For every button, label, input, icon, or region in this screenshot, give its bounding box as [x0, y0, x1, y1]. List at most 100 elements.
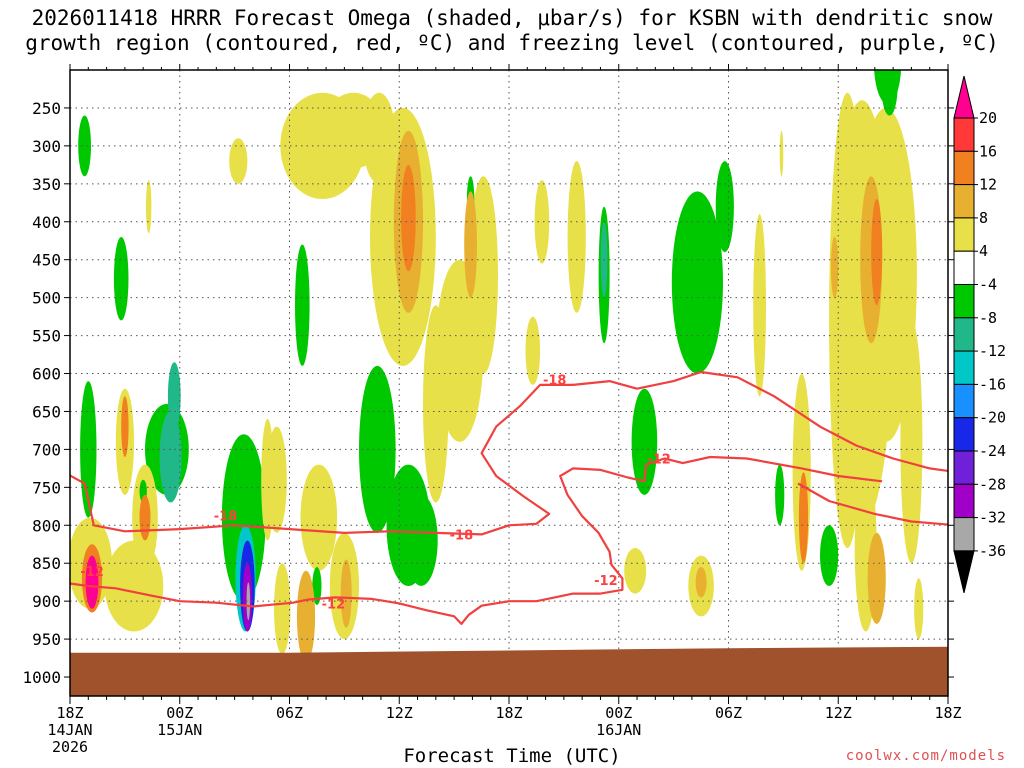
colorbar-label: -16 [979, 375, 1006, 393]
omega-region [900, 320, 923, 564]
omega-region [881, 70, 898, 116]
x-tick-date: 14JAN [47, 721, 92, 739]
colorbar-swatch [953, 417, 975, 452]
omega-region [534, 180, 550, 264]
x-tick-date: 16JAN [596, 721, 641, 739]
omega-region [261, 419, 274, 541]
omega-region [624, 548, 647, 594]
x-tick-label: 06Z [276, 704, 303, 722]
omega-region [274, 563, 291, 655]
colorbar-swatch [953, 450, 975, 485]
contour-label: -12 [594, 574, 618, 589]
y-tick-label: 1000 [22, 668, 61, 687]
colorbar-label: -8 [979, 309, 997, 327]
colorbar-label: 8 [979, 209, 988, 227]
colorbar-swatch [953, 284, 975, 319]
colorbar-label: 12 [979, 176, 997, 194]
y-tick-label: 250 [32, 99, 61, 118]
omega-region [359, 365, 396, 533]
x-tick-date: 15JAN [157, 721, 202, 739]
omega-region [121, 396, 129, 457]
x-tick-label: 18Z [495, 704, 522, 722]
terrain-ground [70, 646, 948, 696]
omega-region [139, 494, 151, 541]
omega-region [295, 244, 310, 366]
colorbar-swatch [953, 184, 975, 219]
y-tick-label: 400 [32, 213, 61, 232]
omega-region [159, 411, 182, 503]
dgz-contour-line [70, 455, 883, 625]
y-tick-label: 700 [32, 440, 61, 459]
omega-region [779, 130, 784, 177]
x-axis-label: Forecast Time (UTC) [403, 745, 621, 767]
y-tick-label: 900 [32, 592, 61, 611]
x-tick-label: 12Z [825, 704, 852, 722]
colorbar-swatch [953, 75, 975, 119]
x-tick-label: 00Z [166, 704, 193, 722]
y-tick-label: 750 [32, 478, 61, 497]
omega-region [715, 161, 734, 253]
y-tick-label: 450 [32, 251, 61, 270]
y-tick-label: 350 [32, 175, 61, 194]
omega-region [146, 180, 152, 234]
omega-region [404, 494, 438, 586]
omega-region [167, 362, 181, 431]
colorbar-swatch [953, 117, 975, 152]
omega-region [229, 138, 248, 184]
colorbar-swatch [953, 550, 975, 594]
contour-label: -18 [450, 528, 474, 543]
colorbar-label: -32 [979, 509, 1006, 527]
x-tick-year: 2026 [52, 738, 88, 756]
colorbar-swatch [953, 217, 975, 252]
colorbar: 20 16 12 8 4 -4 -8 -12 -16 -20 -24 -28 -32 -36 [953, 75, 1006, 594]
omega-region [401, 164, 416, 272]
omega-region [340, 559, 352, 628]
dgz-contour-line [797, 482, 948, 526]
colorbar-label: 16 [979, 142, 997, 160]
omega-region [525, 316, 541, 385]
omega-region [464, 191, 477, 298]
colorbar-swatch [953, 350, 975, 385]
omega-region [798, 472, 809, 564]
colorbar-swatch [953, 250, 975, 285]
omega-region [631, 388, 658, 495]
colorbar-label: -4 [979, 276, 997, 294]
omega-region [78, 115, 91, 177]
contour-label: -12 [647, 453, 671, 468]
omega-region [104, 540, 164, 632]
contour-label: -18 [214, 509, 238, 524]
y-tick-label: 950 [32, 630, 61, 649]
y-tick-label: 850 [32, 554, 61, 573]
y-tick-label: 500 [32, 289, 61, 308]
omega-region [871, 199, 883, 306]
colorbar-swatch [953, 517, 975, 552]
colorbar-swatch [953, 383, 975, 419]
x-tick-label: 12Z [386, 704, 413, 722]
y-tick-label: 600 [32, 365, 61, 384]
omega-region [246, 582, 251, 621]
colorbar-swatch [953, 317, 975, 352]
colorbar-label: -24 [979, 442, 1006, 460]
omega-region [695, 567, 707, 598]
dgz-contour-line [70, 370, 948, 536]
omega-region [820, 525, 839, 586]
y-tick-label: 650 [32, 402, 61, 421]
omega-region [85, 555, 99, 609]
colorbar-label: 20 [979, 109, 997, 127]
contour-label: -12 [80, 565, 104, 580]
y-tick-label: 550 [32, 327, 61, 346]
omega-region [775, 464, 785, 526]
y-axis: 250 300 350 400 450 500 550 600 650 700 750 800 850 9… [22, 99, 954, 687]
omega-region [296, 570, 316, 662]
credit-link[interactable]: coolwx.com/models [845, 748, 1006, 764]
x-tick-label: 18Z [934, 704, 961, 722]
omega-region [113, 237, 129, 321]
omega-region [300, 464, 338, 571]
omega-region [312, 567, 322, 605]
chart-title-line2: growth region (contoured, red, ºC) and f… [25, 31, 999, 55]
y-tick-label: 800 [32, 516, 61, 535]
x-tick-label: 06Z [715, 704, 742, 722]
omega-region [671, 191, 724, 374]
colorbar-label: -20 [979, 409, 1006, 427]
